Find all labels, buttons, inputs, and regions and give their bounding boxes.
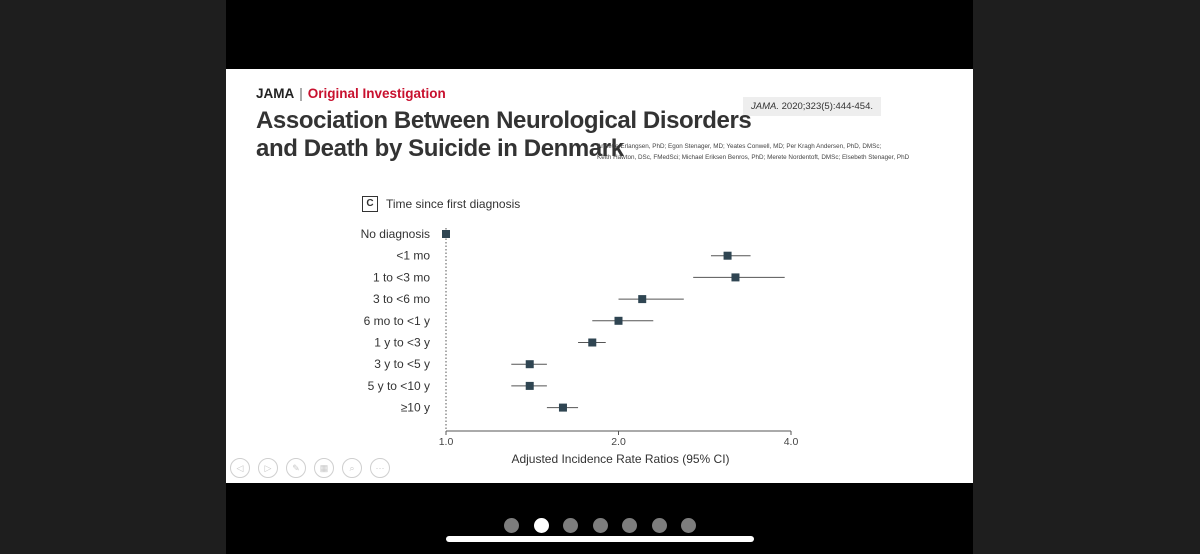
- page-dot[interactable]: [592, 518, 608, 533]
- pen-glyph: ✎: [292, 462, 300, 473]
- author-list: Annette Erlangsen, PhD; Egon Stenager, M…: [597, 141, 909, 163]
- estimate-marker: [442, 230, 450, 238]
- category-label: 5 y to <10 y: [368, 379, 430, 393]
- page-dot[interactable]: [563, 518, 578, 533]
- category-label: 1 y to <3 y: [374, 336, 430, 350]
- estimate-marker: [558, 403, 567, 412]
- authors-line-1: Annette Erlangsen, PhD; Egon Stenager, M…: [597, 143, 882, 150]
- journal-header: JAMA | Original Investigation: [256, 86, 446, 101]
- next-glyph: ▷: [264, 462, 272, 473]
- citation-journal: JAMA.: [751, 101, 779, 112]
- pen-icon[interactable]: ✎: [286, 458, 306, 478]
- category-label: ≥10 y: [401, 401, 430, 415]
- citation-box: JAMA. 2020;323(5):444-454.: [743, 97, 882, 116]
- left-letterbox: [0, 0, 226, 554]
- category-label: No diagnosis: [361, 227, 430, 241]
- estimate-marker: [614, 316, 623, 325]
- journal-name: JAMA: [256, 86, 295, 101]
- category-label: 1 to <3 mo: [373, 270, 430, 284]
- citation-detail: 2020;323(5):444-454.: [778, 101, 874, 112]
- page-dot[interactable]: [533, 518, 549, 533]
- page-dot[interactable]: [651, 518, 667, 533]
- estimate-marker: [731, 273, 740, 282]
- zoom-glyph: ⌕: [349, 462, 355, 473]
- estimate-marker: [525, 360, 534, 369]
- panel-title: Time since first diagnosis: [386, 197, 521, 211]
- presentation-slide: JAMA | Original Investigation JAMA. 2020;3…: [226, 69, 973, 483]
- article-title: Association Between Neurological Disorde…: [256, 107, 752, 163]
- prev-glyph: ◁: [236, 462, 244, 473]
- category-label: 3 y to <5 y: [374, 357, 430, 371]
- panel-header: C Time since first diagnosis: [362, 196, 520, 212]
- slides-grid-icon[interactable]: ▦: [314, 458, 334, 478]
- more-glyph: ···: [375, 463, 385, 473]
- title-line-2: and Death by Suicide in Denmark: [256, 135, 624, 162]
- authors-line-2: Keith Hawton, DSc, FMedSci; Michael Erik…: [597, 154, 910, 161]
- x-tick-label: 4.0: [784, 436, 799, 448]
- page-dot[interactable]: [681, 518, 696, 533]
- header-separator: |: [299, 86, 303, 101]
- zoom-icon[interactable]: ⌕: [342, 458, 362, 478]
- category-label: <1 mo: [396, 249, 430, 263]
- forest-plot: 1.0 2.0 4.0 Adjusted Incidence Rate Ratios …: [361, 227, 799, 466]
- prev-slide-icon[interactable]: ◁: [230, 458, 250, 478]
- section-label: Original Investigation: [307, 86, 446, 101]
- panel-letter: C: [362, 196, 378, 212]
- x-tick-label: 1.0: [439, 436, 454, 448]
- estimate-marker: [525, 381, 534, 390]
- page-dot[interactable]: [622, 518, 637, 533]
- estimate-marker: [588, 338, 597, 347]
- x-tick-label: 2.0: [611, 436, 626, 448]
- estimate-marker: [638, 295, 647, 304]
- slides-glyph: ▦: [319, 462, 329, 473]
- category-label: 6 mo to <1 y: [364, 314, 430, 328]
- home-indicator[interactable]: [446, 536, 754, 542]
- right-letterbox: [973, 0, 1200, 554]
- category-label: 3 to <6 mo: [373, 292, 430, 306]
- next-slide-icon[interactable]: ▷: [258, 458, 278, 478]
- x-axis-label: Adjusted Incidence Rate Ratios (95% CI): [511, 452, 729, 466]
- more-options-icon[interactable]: ···: [370, 458, 390, 478]
- title-line-1: Association Between Neurological Disorde…: [256, 107, 752, 134]
- estimate-marker: [723, 251, 732, 260]
- page-dot[interactable]: [504, 518, 519, 533]
